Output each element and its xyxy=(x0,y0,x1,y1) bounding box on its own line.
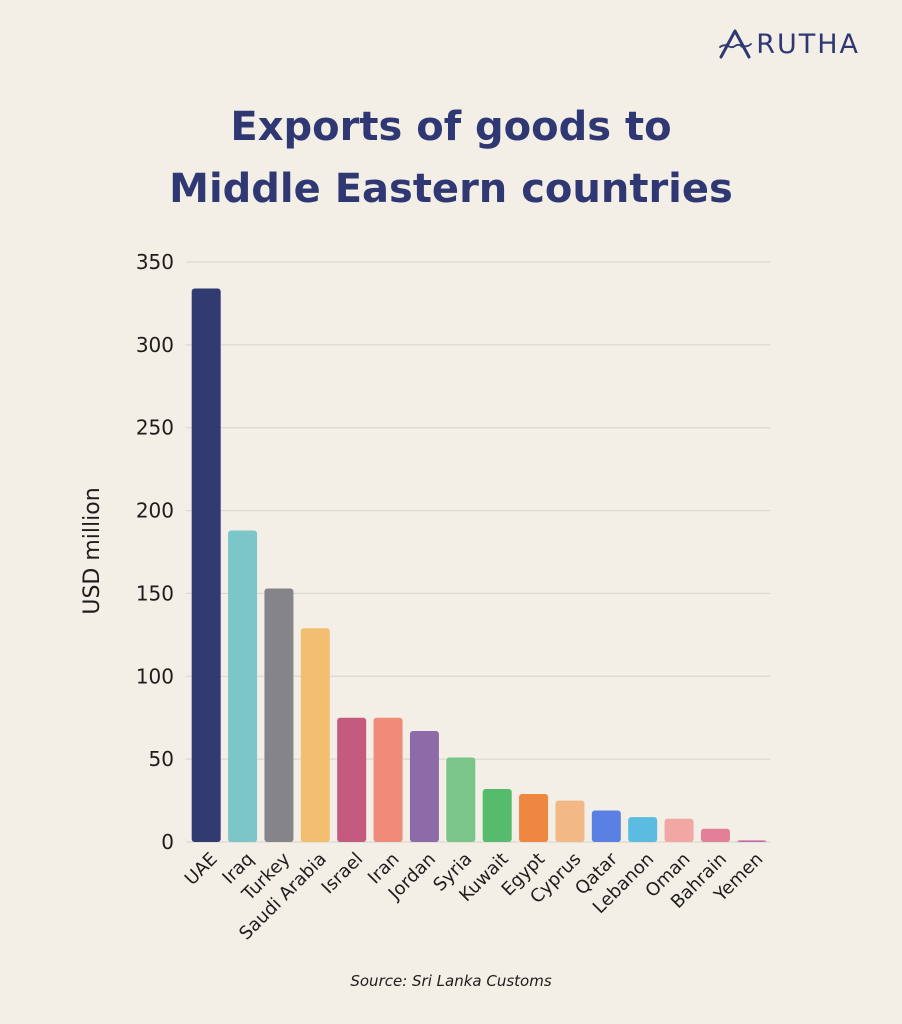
bar-qatar xyxy=(591,810,621,842)
chart-title: Exports of goods to Middle Eastern count… xyxy=(0,96,902,220)
bar-bahrain xyxy=(700,828,730,842)
bar-turkey xyxy=(264,588,294,842)
y-tick-label: 150 xyxy=(136,581,174,605)
bar-israel xyxy=(337,717,367,842)
y-tick-label: 250 xyxy=(136,416,174,440)
chart-title-line-2: Middle Eastern countries xyxy=(169,166,733,212)
y-axis-label: USD million xyxy=(80,487,105,614)
brand-logo: RUTHA xyxy=(717,26,860,62)
x-tick-label: Israel xyxy=(318,849,368,899)
bar-egypt xyxy=(519,793,549,842)
bar-uae xyxy=(191,288,221,842)
y-axis-tick-labels: 0 50 100 150 200 250 300 350 xyxy=(136,250,174,854)
brand-name: RUTHA xyxy=(756,28,860,60)
bar-syria xyxy=(446,757,476,842)
bar-jordan xyxy=(409,730,439,842)
bar-oman xyxy=(664,818,694,842)
chart-title-line-1: Exports of goods to xyxy=(230,104,672,150)
bar-iran xyxy=(373,717,403,842)
y-tick-label: 350 xyxy=(136,250,174,274)
y-tick-label: 0 xyxy=(161,830,174,854)
y-tick-label: 100 xyxy=(136,664,174,688)
y-tick-label: 200 xyxy=(136,499,174,523)
source-note: Source: Sri Lanka Customs xyxy=(350,972,552,990)
bar-cyprus xyxy=(555,800,585,842)
y-tick-label: 300 xyxy=(136,333,174,357)
bar-yemen xyxy=(737,840,767,842)
bar-lebanon xyxy=(628,817,658,842)
bar-kuwait xyxy=(482,788,512,842)
arutha-a-logo-icon xyxy=(719,29,753,59)
bars xyxy=(191,288,767,842)
bar-saudi-arabia xyxy=(300,628,330,842)
bar-iraq xyxy=(228,530,258,842)
y-tick-label: 50 xyxy=(149,747,174,771)
x-tick-label: UAE xyxy=(181,849,222,890)
